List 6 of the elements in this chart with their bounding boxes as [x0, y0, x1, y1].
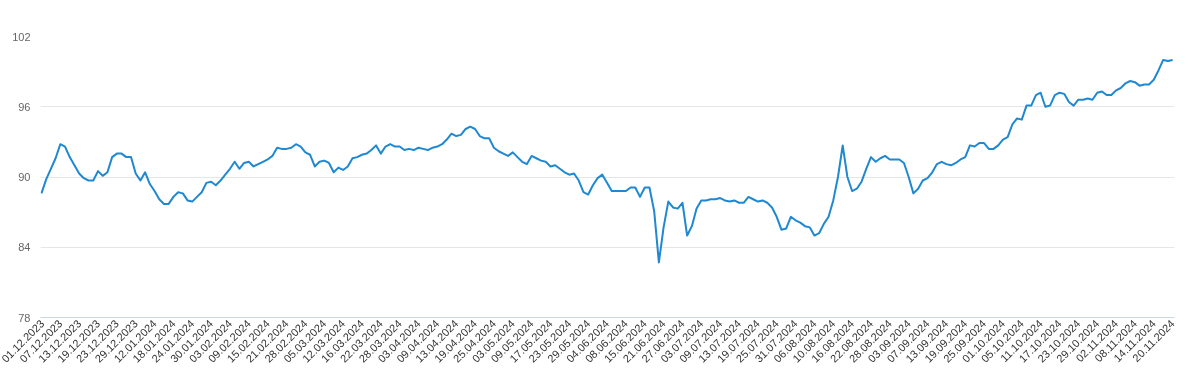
y-tick-label: 84 [18, 241, 31, 254]
y-tick-label: 96 [18, 100, 31, 113]
line-series [40, 58, 1174, 264]
y-tick-label: 78 [18, 311, 31, 324]
y-tick-label: 102 [12, 30, 31, 43]
y-tick-label: 90 [18, 171, 31, 183]
